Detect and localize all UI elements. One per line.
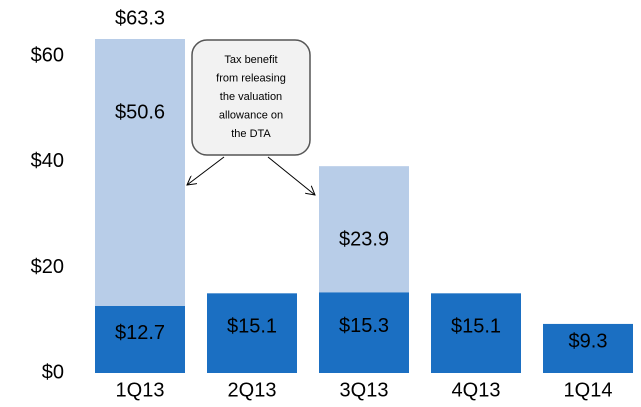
bar-segment bbox=[95, 305, 185, 373]
bar-segment bbox=[207, 293, 297, 373]
value-label: $9.3 bbox=[569, 331, 608, 353]
x-tick-label: 1Q13 bbox=[116, 379, 165, 401]
bar-segment bbox=[319, 292, 409, 373]
bar-segment bbox=[95, 39, 185, 306]
y-tick-label: $60 bbox=[31, 45, 64, 67]
x-tick-label: 3Q13 bbox=[340, 379, 389, 401]
y-tick-label: $40 bbox=[31, 150, 64, 172]
bar-segment bbox=[431, 293, 521, 373]
callout-box bbox=[191, 39, 311, 156]
value-label: $50.6 bbox=[115, 101, 165, 123]
value-label: $23.9 bbox=[339, 228, 389, 250]
callout-text: from releasing bbox=[216, 72, 286, 84]
callout-arrow bbox=[187, 156, 225, 185]
callout-text: Tax benefit bbox=[224, 54, 277, 66]
bar-segment bbox=[319, 166, 409, 293]
x-tick-label: 1Q14 bbox=[564, 379, 613, 401]
callout-text: allowance on bbox=[219, 109, 283, 121]
total-label: $63.3 bbox=[115, 7, 165, 29]
x-tick-label: 4Q13 bbox=[452, 379, 501, 401]
callout-text: the valuation bbox=[220, 91, 282, 103]
bar-segment bbox=[543, 323, 633, 373]
y-tick-label: $0 bbox=[42, 361, 64, 383]
callout-arrow bbox=[267, 156, 315, 195]
callout-text: the DTA bbox=[231, 128, 271, 140]
x-tick-label: 2Q13 bbox=[228, 379, 277, 401]
value-label: $12.7 bbox=[115, 322, 165, 344]
value-label: $15.1 bbox=[451, 315, 501, 337]
y-tick-label: $20 bbox=[31, 256, 64, 278]
value-label: $15.3 bbox=[339, 315, 389, 337]
value-label: $15.1 bbox=[227, 315, 277, 337]
